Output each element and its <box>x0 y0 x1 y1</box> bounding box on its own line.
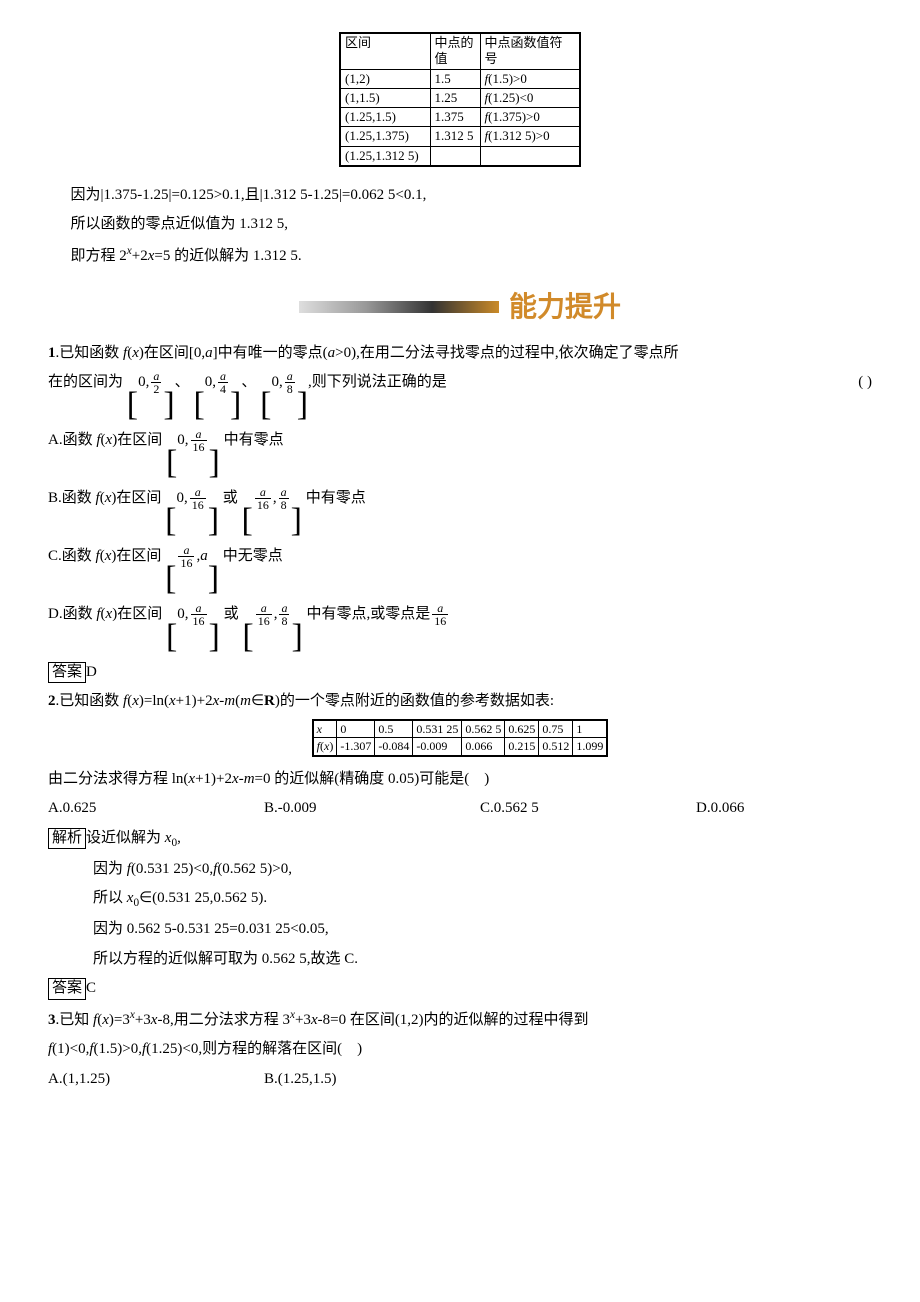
q2-choice-b: B.-0.009 <box>264 796 440 822</box>
q2-data-table: x 0 0.5 0.531 25 0.562 5 0.625 0.75 1 f(… <box>312 719 609 757</box>
th-sign: 中点函数值符号 <box>480 33 580 69</box>
q2-line2: 由二分法求得方程 ln(x+1)+2x-m=0 的近似解(精确度 0.05)可能… <box>48 767 872 793</box>
explain-line-3: 即方程 2x+2x=5 的近似解为 1.312 5. <box>48 242 872 270</box>
q3-choice-b: B.(1.25,1.5) <box>264 1067 440 1093</box>
table-row: (1.25,1.312 5) <box>340 146 580 166</box>
q1-option-b: B.函数 f(x)在区间 [0,a16] 或 [a16,a8] 中有零点 <box>48 486 872 538</box>
heading-bar-icon <box>299 301 499 313</box>
q1-answer: 答案D <box>48 660 872 686</box>
q2-choice-a: A.0.625 <box>48 796 224 822</box>
q2-sol-l1: 因为 f(0.531 25)<0,f(0.562 5)>0, <box>48 857 872 883</box>
bisection-table: 区间 中点的值 中点函数值符号 (1,2)1.5f(1.5)>0 (1,1.5)… <box>339 32 581 167</box>
table-row: (1.25,1.5)1.375f(1.375)>0 <box>340 108 580 127</box>
q1-paren: ( ) <box>858 370 872 396</box>
explain-line-2: 所以函数的零点近似值为 1.312 5, <box>48 212 872 238</box>
q1-stem-2: 在的区间为 [0,a2]、 [0,a4]、 [0,a8],则下列说法正确的是 (… <box>48 370 872 422</box>
q3-stem: 3.已知 f(x)=3x+3x-8,用二分法求方程 3x+3x-8=0 在区间(… <box>48 1006 872 1034</box>
q2-choices: A.0.625 B.-0.009 C.0.562 5 D.0.066 <box>48 796 872 822</box>
q1-option-c: C.函数 f(x)在区间 [a16,a] 中无零点 <box>48 544 872 596</box>
q1-option-d: D.函数 f(x)在区间 [0,a16] 或 [a16,a8] 中有零点,或零点… <box>48 602 872 654</box>
th-mid: 中点的值 <box>430 33 480 69</box>
q1-option-a: A.函数 f(x)在区间 [0,a16] 中有零点 <box>48 428 872 480</box>
th-interval: 区间 <box>340 33 430 69</box>
q3-line2: f(1)<0,f(1.5)>0,f(1.25)<0,则方程的解落在区间( ) <box>48 1037 872 1063</box>
q3-choice-a: A.(1,1.25) <box>48 1067 224 1093</box>
q2-stem: 2.已知函数 f(x)=ln(x+1)+2x-m(m∈R)的一个零点附近的函数值… <box>48 689 872 715</box>
q2-choice-d: D.0.066 <box>696 796 872 822</box>
q2-sol-l3: 因为 0.562 5-0.531 25=0.031 25<0.05, <box>48 917 872 943</box>
q2-sol-l2: 所以 x0∈(0.531 25,0.562 5). <box>48 886 872 913</box>
q2-solution: 解析设近似解为 x0, <box>48 826 872 853</box>
table-row: (1,2)1.5f(1.5)>0 <box>340 69 580 88</box>
table-row: (1.25,1.375)1.312 5f(1.312 5)>0 <box>340 127 580 146</box>
explain-line-1: 因为|1.375-1.25|=0.125>0.1,且|1.312 5-1.25|… <box>48 183 872 209</box>
q2-answer: 答案C <box>48 976 872 1002</box>
section-heading: 能力提升 <box>48 283 872 331</box>
q1-stem: 1.已知函数 f(x)在区间[0,a]中有唯一的零点(a>0),在用二分法寻找零… <box>48 341 872 367</box>
table-row: (1,1.5)1.25f(1.25)<0 <box>340 88 580 107</box>
q3-choices: A.(1,1.25) B.(1.25,1.5) <box>48 1067 872 1093</box>
q2-sol-l4: 所以方程的近似解可取为 0.562 5,故选 C. <box>48 947 872 973</box>
heading-text: 能力提升 <box>509 283 621 331</box>
q2-choice-c: C.0.562 5 <box>480 796 656 822</box>
